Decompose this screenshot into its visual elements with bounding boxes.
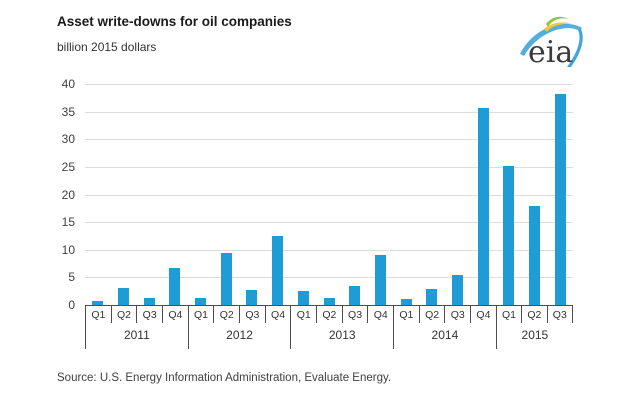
x-axis-year-group-2013: Q1 Q2 Q3 Q4 2013 [290, 306, 393, 349]
bar-2015-q3 [554, 93, 566, 305]
y-tick-label-0: 0 [68, 298, 75, 312]
gridline-10 [85, 249, 573, 251]
bar-2013-q3 [349, 285, 361, 305]
x-axis-year-group-2012: Q1 Q2 Q3 Q4 2012 [187, 306, 291, 349]
year-label-2013: 2013 [328, 328, 356, 342]
y-tick-label-20: 20 [61, 187, 75, 202]
bar-2011-q3 [143, 298, 155, 305]
plot-area [85, 84, 573, 306]
gridline-5 [85, 277, 573, 279]
x-axis: Q1 Q2 Q3 Q4 2011 Q1 Q2 Q3 Q4 2012 Q1 Q2 Q3 Q4 2013 Q1 Q2… [85, 306, 574, 349]
bar-2012-q2 [220, 253, 232, 305]
x-tick-label-2014-q3: Q3 [445, 306, 472, 323]
bar-2015-q1 [503, 165, 515, 305]
bar-2011-q4 [169, 267, 181, 305]
x-tick-label-2011-q3: Q3 [137, 306, 164, 323]
y-tick-label-15: 15 [61, 215, 75, 230]
bar-2011-q2 [118, 287, 130, 305]
y-tick-label-30: 30 [61, 132, 75, 147]
bar-2014-q1 [400, 298, 412, 305]
x-tick-label-2011-q1: Q1 [86, 306, 112, 323]
bar-2015-q2 [528, 205, 540, 305]
x-tick-label-2013-q1: Q1 [291, 306, 318, 323]
quarter-row-2013: Q1 Q2 Q3 Q4 [291, 306, 393, 323]
y-tick-label-25: 25 [61, 159, 75, 174]
year-label-2011: 2011 [123, 328, 150, 342]
x-tick-label-2011-q4: Q4 [168, 309, 183, 321]
gridline-20 [85, 194, 573, 196]
gridline-40 [85, 84, 573, 85]
bar-2012-q1 [195, 297, 207, 305]
year-label-2014: 2014 [431, 328, 459, 342]
x-tick-label-2014-q2: Q2 [420, 306, 446, 323]
bar-2013-q2 [323, 298, 335, 305]
y-tick-label-10: 10 [61, 242, 75, 257]
gridline-15 [85, 222, 573, 224]
x-axis-year-group-2014: Q1 Q2 Q3 Q4 2014 [393, 306, 496, 349]
bar-2012-q4 [272, 235, 284, 305]
bar-2014-q3 [451, 274, 463, 305]
year-label-2012: 2012 [226, 328, 253, 342]
y-tick-label-5: 5 [68, 270, 75, 285]
x-tick-label-2013-q4: Q4 [373, 309, 388, 321]
bar-2012-q3 [246, 289, 258, 305]
bar-2014-q2 [426, 288, 438, 305]
eia-logo: eia [520, 16, 583, 70]
chart-title: Asset write-downs for oil companies [57, 14, 292, 29]
quarter-row-2011: Q1 Q2 Q3 Q4 [86, 306, 188, 323]
x-tick-label-2012-q4: Q4 [271, 309, 286, 321]
x-tick-label-2013-q3: Q3 [343, 306, 369, 323]
gridline-25 [85, 166, 573, 168]
x-tick-label-2012-q3: Q3 [240, 306, 266, 323]
x-tick-label-2013-q2: Q2 [317, 306, 343, 323]
x-axis-year-group-2011: Q1 Q2 Q3 Q4 2011 [85, 306, 188, 349]
y-tick-label-40: 40 [61, 77, 75, 91]
x-tick-label-2015-q1: Q1 [497, 306, 523, 323]
chart-units-label: billion 2015 dollars [57, 40, 157, 54]
x-tick-label-2014-q1: Q1 [394, 306, 420, 323]
bar-2014-q4 [477, 107, 489, 305]
x-tick-label-2015-q2: Q2 [522, 306, 548, 323]
bar-2013-q4 [374, 254, 386, 305]
x-tick-label-2015-q3: Q3 [548, 306, 574, 323]
x-axis-year-group-2015: Q1 Q2 Q3 2015 [495, 306, 574, 349]
quarter-row-2014: Q1 Q2 Q3 Q4 [394, 306, 496, 323]
x-tick-label-2014-q4: Q4 [476, 309, 491, 321]
year-label-2015: 2015 [521, 328, 549, 342]
gridline-30 [85, 139, 573, 141]
bar-2011-q1 [92, 300, 104, 305]
quarter-row-2015: Q1 Q2 Q3 [497, 306, 574, 323]
x-tick-label-2012-q2: Q2 [214, 306, 241, 323]
y-axis: 0 5 10 15 20 25 30 35 40 [30, 77, 75, 312]
gridline-35 [85, 111, 573, 113]
x-tick-label-2012-q1: Q1 [189, 306, 215, 323]
x-tick-label-2011-q2: Q2 [112, 306, 138, 323]
source-note: Source: U.S. Energy Information Administ… [57, 372, 392, 384]
bar-2013-q1 [297, 290, 309, 305]
eia-logo-text: eia [528, 35, 573, 70]
y-tick-label-35: 35 [61, 104, 75, 119]
quarter-row-2012: Q1 Q2 Q3 Q4 [189, 306, 291, 323]
eia-logo-swooshes [520, 16, 583, 67]
